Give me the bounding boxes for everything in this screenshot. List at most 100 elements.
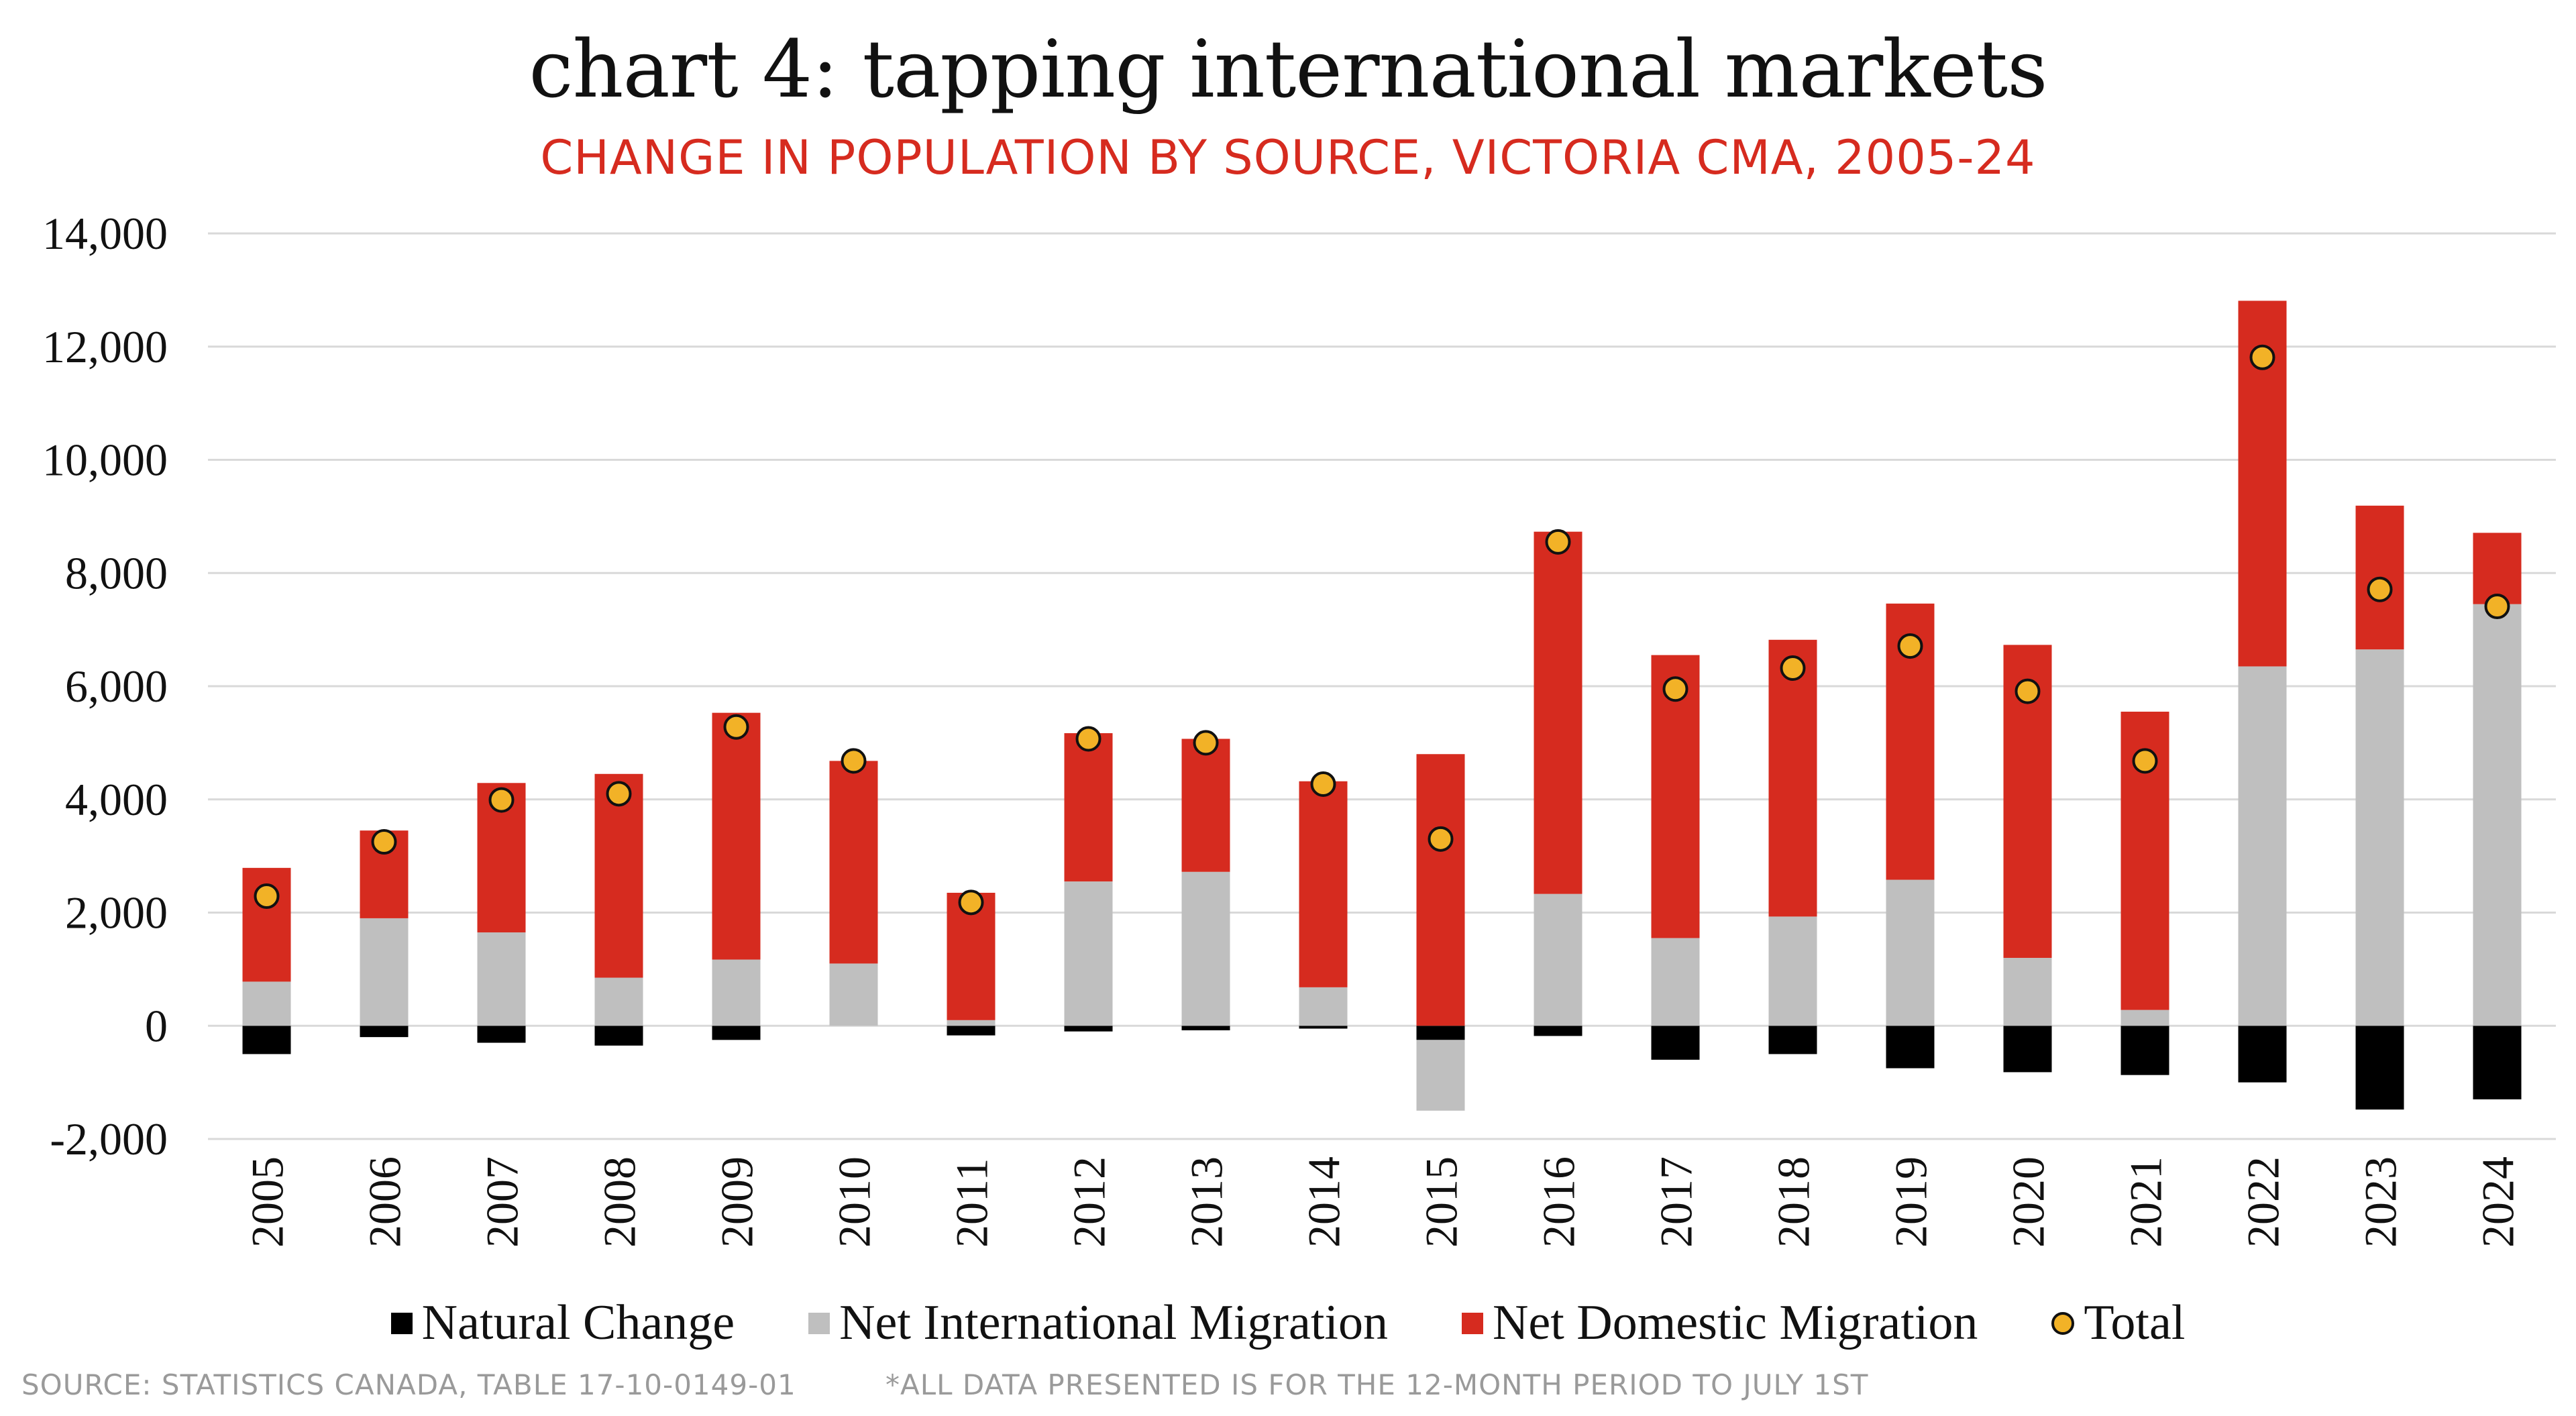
total-marker-2020 [2015, 678, 2041, 704]
y-tick-label: 14,000 [42, 208, 168, 259]
y-tick-label: 2,000 [65, 887, 168, 938]
bar-net-domestic-migration-2010 [829, 761, 878, 964]
bar-net-domestic-migration-2024 [2473, 533, 2522, 604]
x-tick-label: 2013 [1181, 1156, 1232, 1248]
bar-net-domestic-migration-2008 [594, 773, 643, 978]
bar-net-international-migration-2013 [1181, 871, 1230, 1026]
x-tick-label: 2005 [242, 1156, 293, 1248]
y-tick-label: 0 [145, 1000, 168, 1051]
bar-net-international-migration-2008 [594, 977, 643, 1026]
bar-net-international-migration-2023 [2355, 649, 2404, 1026]
x-tick-label: 2017 [1651, 1156, 1702, 1248]
x-tick-label: 2023 [2355, 1156, 2406, 1248]
bar-natural-change-2022 [2238, 1026, 2287, 1083]
total-marker-2015 [1428, 826, 1454, 852]
bar-natural-change-2020 [2003, 1026, 2052, 1073]
gridlines [208, 232, 2556, 1140]
bar-net-international-migration-2019 [1886, 879, 1935, 1026]
total-marker-2021 [2132, 748, 2158, 774]
bars [242, 301, 2522, 1111]
bar-net-international-migration-2020 [2003, 958, 2052, 1026]
y-tick-label: 10,000 [42, 435, 168, 486]
y-axis-ticks: -2,000 0 2,000 4,000 6,000 8,000 10,000 12,000 1… [42, 208, 168, 1164]
total-marker-2022 [2249, 344, 2275, 370]
bar-net-domestic-migration-2017 [1651, 655, 1700, 938]
x-tick-label: 2009 [712, 1156, 763, 1248]
legend: Natural Change Net International Migrati… [0, 1295, 2576, 1352]
y-tick-label: 12,000 [42, 321, 168, 372]
legend-swatch-natural-change [390, 1312, 413, 1334]
bar-net-international-migration-2024 [2473, 604, 2522, 1026]
bar-natural-change-2013 [1181, 1026, 1230, 1030]
bar-net-international-migration-2017 [1651, 938, 1700, 1026]
x-tick-label: 2015 [1416, 1156, 1467, 1248]
total-marker-2023 [2367, 576, 2393, 602]
x-tick-label: 2024 [2473, 1156, 2524, 1248]
x-tick-label: 2014 [1299, 1156, 1350, 1248]
total-marker-2011 [958, 889, 984, 916]
chart-title: chart 4: tapping international markets [529, 23, 2047, 115]
bar-natural-change-2021 [2121, 1026, 2169, 1075]
bar-natural-change-2007 [477, 1026, 526, 1043]
bar-net-international-migration-2014 [1299, 987, 1348, 1026]
x-axis-ticks: 2005 2006 2007 2008 2009 2010 2011 2012 2013 2014… [242, 1156, 2524, 1248]
total-marker-2006 [371, 829, 397, 855]
total-marker-2018 [1780, 655, 1806, 681]
total-marker-2016 [1545, 529, 1571, 555]
bar-natural-change-2008 [594, 1026, 643, 1046]
bar-natural-change-2014 [1299, 1026, 1348, 1029]
total-marker-2014 [1310, 771, 1336, 797]
bar-natural-change-2024 [2473, 1026, 2522, 1099]
bar-natural-change-2023 [2355, 1026, 2404, 1110]
bar-net-international-migration-2006 [360, 918, 409, 1026]
source-note: SOURCE: STATISTICS CANADA, TABLE 17-10-0… [21, 1368, 796, 1401]
bar-net-international-migration-2015 [1416, 1040, 1465, 1111]
total-marker-2005 [254, 883, 280, 910]
bar-net-domestic-migration-2009 [712, 712, 761, 960]
x-tick-label: 2012 [1064, 1156, 1115, 1248]
legend-item-net-domestic-migration: Net Domestic Migration [1461, 1295, 1978, 1352]
x-tick-label: 2011 [947, 1158, 998, 1248]
legend-item-total: Total [2051, 1295, 2185, 1352]
legend-label-net-domestic-migration: Net Domestic Migration [1492, 1295, 1978, 1350]
x-tick-label: 2008 [594, 1156, 645, 1248]
bar-natural-change-2012 [1064, 1026, 1113, 1032]
total-marker-2007 [488, 787, 515, 813]
legend-label-net-international-migration: Net International Migration [839, 1295, 1388, 1350]
total-marker-2008 [606, 781, 632, 807]
y-tick-label: -2,000 [50, 1113, 168, 1164]
bar-net-domestic-migration-2014 [1299, 781, 1348, 987]
legend-swatch-net-international-migration [808, 1312, 830, 1334]
bar-natural-change-2019 [1886, 1026, 1935, 1069]
bar-natural-change-2006 [360, 1026, 409, 1038]
bar-net-domestic-migration-2018 [1768, 639, 1817, 917]
legend-item-net-international-migration: Net International Migration [808, 1295, 1388, 1352]
total-marker-2010 [841, 748, 867, 774]
x-tick-label: 2018 [1768, 1156, 1819, 1248]
bar-net-international-migration-2011 [947, 1020, 996, 1026]
bar-net-international-migration-2009 [712, 959, 761, 1026]
legend-item-natural-change: Natural Change [390, 1295, 735, 1352]
y-tick-label: 4,000 [65, 774, 168, 825]
total-marker-2019 [1897, 633, 1923, 659]
x-tick-label: 2007 [477, 1156, 528, 1248]
bar-natural-change-2011 [947, 1026, 996, 1036]
total-marker-2012 [1075, 726, 1102, 752]
bar-net-international-migration-2005 [242, 981, 291, 1026]
bar-natural-change-2017 [1651, 1026, 1700, 1060]
bar-natural-change-2009 [712, 1026, 761, 1040]
bar-natural-change-2015 [1416, 1026, 1465, 1040]
period-note: *ALL DATA PRESENTED IS FOR THE 12-MONTH … [885, 1368, 1869, 1401]
legend-marker-total [2051, 1311, 2075, 1335]
bar-natural-change-2016 [1534, 1026, 1582, 1036]
x-tick-label: 2006 [360, 1156, 411, 1248]
x-tick-label: 2020 [2003, 1156, 2054, 1248]
y-tick-label: 8,000 [65, 547, 168, 598]
bar-net-international-migration-2022 [2238, 666, 2287, 1026]
total-marker-2024 [2484, 594, 2510, 620]
bar-net-international-migration-2010 [829, 963, 878, 1026]
total-markers [254, 344, 2510, 916]
y-tick-label: 6,000 [65, 661, 168, 712]
x-tick-label: 2022 [2238, 1156, 2289, 1248]
